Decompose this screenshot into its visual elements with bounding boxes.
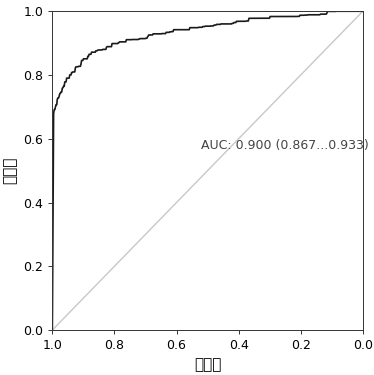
X-axis label: 特异性: 特异性 bbox=[194, 358, 221, 373]
Y-axis label: 敏感性: 敏感性 bbox=[3, 157, 18, 184]
Text: AUC: 0.900 (0.867...0.933): AUC: 0.900 (0.867...0.933) bbox=[201, 139, 369, 152]
